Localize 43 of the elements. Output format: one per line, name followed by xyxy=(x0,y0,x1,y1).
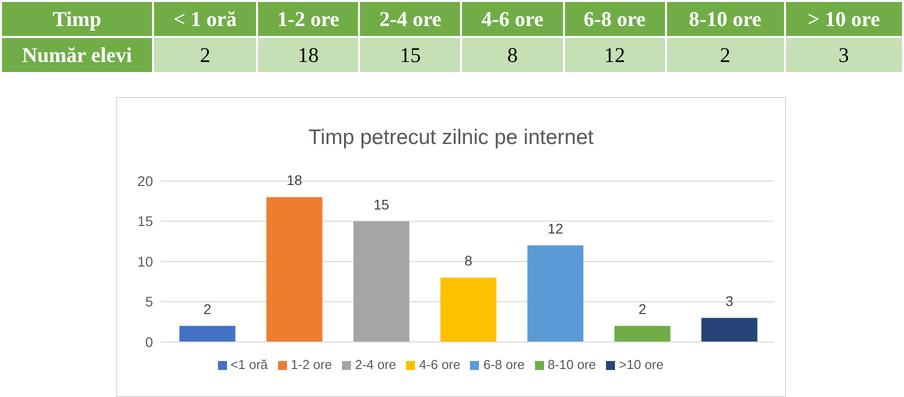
category-label: > 10 ore xyxy=(784,1,903,37)
category-label: 1-2 ore xyxy=(257,1,360,37)
data-label: 15 xyxy=(359,37,462,73)
data-label: 18 xyxy=(286,172,302,188)
data-label: 2 xyxy=(638,300,646,317)
bar xyxy=(527,245,584,342)
data-label: 18 xyxy=(257,37,360,73)
y-tick-label: 0 xyxy=(145,334,154,350)
category-label: < 1 oră xyxy=(153,1,258,37)
data-label: 8 xyxy=(461,37,564,73)
y-tick-label: 20 xyxy=(137,172,154,189)
text: Timp xyxy=(1,1,153,37)
legend-label: 1-2 ore xyxy=(290,357,332,372)
bar xyxy=(614,326,670,342)
category-label: 2-4 ore xyxy=(359,1,462,37)
bar xyxy=(179,326,236,342)
category-label: 4-6 ore xyxy=(461,1,564,37)
legend-label: 4-6 ore xyxy=(419,357,460,372)
data-label: 3 xyxy=(784,37,903,73)
data-label: 15 xyxy=(374,196,390,212)
data-label: 8 xyxy=(464,252,472,269)
category-label: 8-10 ore xyxy=(666,1,785,37)
bar xyxy=(266,197,322,342)
bar xyxy=(353,221,410,342)
y-tick-label: 5 xyxy=(145,294,154,310)
data-label: 12 xyxy=(548,220,564,236)
y-tick-label: 10 xyxy=(137,253,154,270)
bar xyxy=(701,318,758,342)
data-label: 12 xyxy=(564,37,666,73)
legend-label: 8-10 ore xyxy=(548,357,596,372)
category-label: 6-8 ore xyxy=(564,1,666,37)
chart-title: Timp petrecut zilnic pe internet xyxy=(307,126,595,150)
data-label: 2 xyxy=(203,300,212,317)
data-label: 3 xyxy=(725,292,734,309)
legend-label: 2-4 ore xyxy=(354,357,396,372)
data-label: 2 xyxy=(153,37,258,73)
legend-label: <1 oră xyxy=(230,357,268,372)
bar xyxy=(440,278,496,342)
data-label: 2 xyxy=(666,37,785,73)
text: Număr elevi xyxy=(1,37,153,73)
y-tick-label: 15 xyxy=(137,213,154,230)
legend-label: 6-8 ore xyxy=(483,357,525,372)
legend-label: >10 ore xyxy=(619,357,664,372)
